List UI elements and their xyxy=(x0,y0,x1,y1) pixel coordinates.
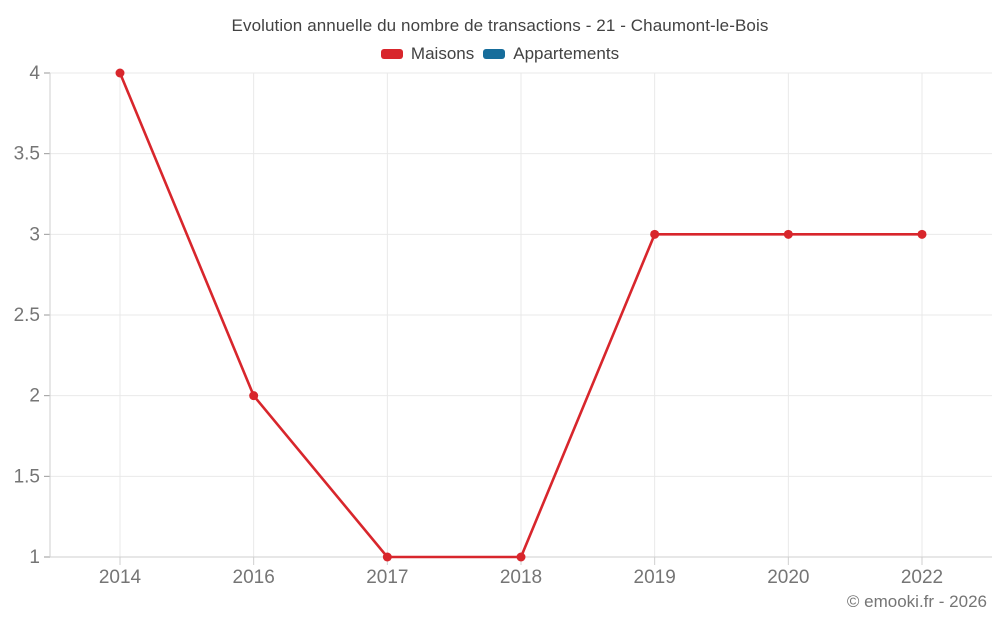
chart-title: Evolution annuelle du nombre de transact… xyxy=(231,16,769,35)
x-axis-label-2014: 2014 xyxy=(99,567,142,588)
legend-label-maisons: Maisons xyxy=(410,44,475,63)
y-axis-label-3.5: 3.5 xyxy=(14,144,40,165)
data-point-maisons-2022[interactable] xyxy=(917,229,927,239)
x-axis-label-2016: 2016 xyxy=(233,567,275,588)
data-point-maisons-2016[interactable] xyxy=(249,391,259,401)
legend-swatch-maisons-icon xyxy=(380,49,403,59)
data-point-maisons-2020[interactable] xyxy=(783,229,793,239)
x-axis-label-2022: 2022 xyxy=(901,567,943,588)
x-axis-label-2018: 2018 xyxy=(500,567,542,588)
data-point-maisons-2019[interactable] xyxy=(650,229,660,239)
y-axis-label-2.5: 2.5 xyxy=(14,305,40,326)
y-axis-label-4: 4 xyxy=(29,63,40,84)
legend-swatch-appartements-icon xyxy=(483,49,506,59)
x-axis-label-2020: 2020 xyxy=(767,567,809,588)
y-axis-label-2: 2 xyxy=(29,386,40,407)
legend-item-maisons[interactable]: Maisons xyxy=(380,44,475,64)
x-axis-label-2019: 2019 xyxy=(634,567,676,588)
y-axis-label-1.5: 1.5 xyxy=(14,466,40,487)
x-axis-label-2017: 2017 xyxy=(366,567,408,588)
legend-label-appartements: Appartements xyxy=(513,44,620,63)
data-point-maisons-2017[interactable] xyxy=(382,552,392,562)
data-point-maisons-2014[interactable] xyxy=(115,68,125,78)
data-point-maisons-2018[interactable] xyxy=(516,552,526,562)
y-axis-label-3: 3 xyxy=(29,224,40,245)
chart-legend: Maisons Appartements xyxy=(0,44,1000,64)
copyright-credit: © emooki.fr - 2026 xyxy=(846,592,987,611)
legend-item-appartements[interactable]: Appartements xyxy=(483,44,619,64)
y-axis-label-1: 1 xyxy=(29,547,40,568)
